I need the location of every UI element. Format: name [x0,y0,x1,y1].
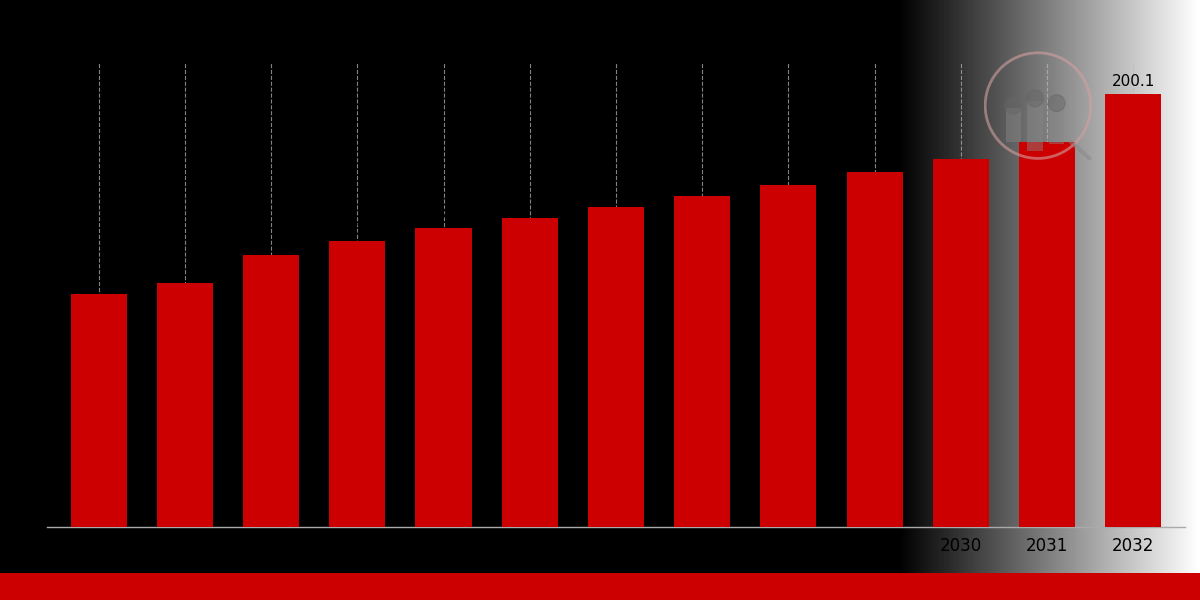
Bar [761,185,816,527]
Circle shape [1004,97,1021,114]
Title: Discrete Automation Market: Discrete Automation Market [342,15,731,43]
Bar [329,241,385,527]
Bar [1019,142,1075,527]
Text: 200.1: 200.1 [1111,74,1154,89]
Bar [157,283,212,527]
Bar [71,293,127,527]
Circle shape [1026,90,1044,107]
Bar [588,207,644,527]
Bar [1006,108,1021,142]
Y-axis label: Market Value in USD Billion: Market Value in USD Billion [14,172,34,417]
Bar [1105,94,1162,527]
Text: 138.46: 138.46 [416,207,470,222]
Bar [244,254,299,527]
Bar [846,172,902,527]
Bar [674,196,730,527]
Bar [932,160,989,527]
Bar [415,227,472,527]
Bar [502,218,558,527]
Bar [1049,106,1064,144]
Circle shape [1049,95,1066,112]
Bar [1027,101,1043,151]
Text: 132.23: 132.23 [331,221,384,236]
